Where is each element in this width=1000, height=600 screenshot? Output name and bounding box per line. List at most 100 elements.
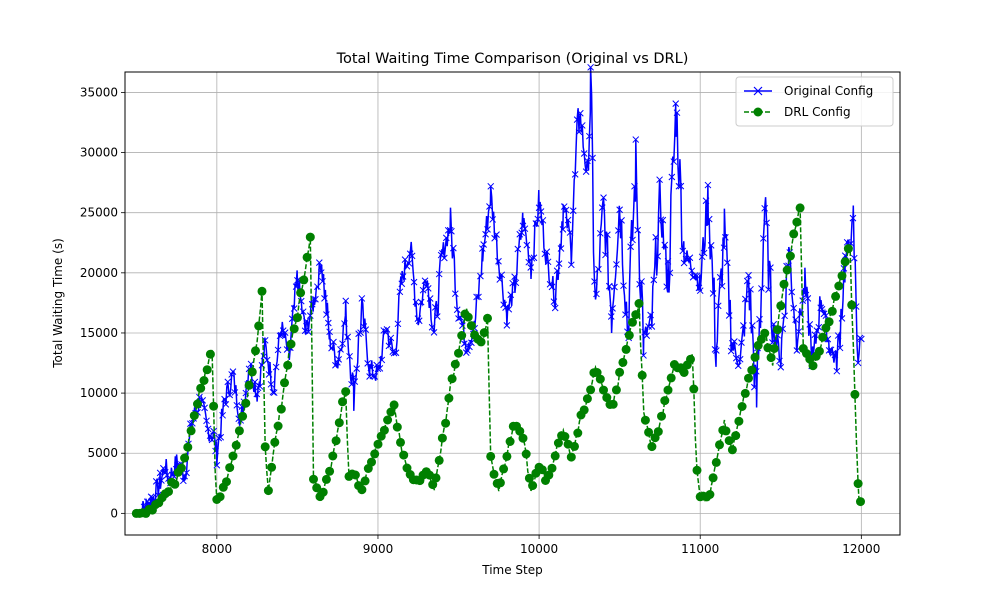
data-point-circle-marker xyxy=(428,480,438,490)
data-point-x-marker xyxy=(519,222,527,230)
data-point-x-marker xyxy=(661,241,669,249)
data-point-x-marker xyxy=(272,363,280,371)
data-point-x-marker xyxy=(143,498,151,506)
data-point-circle-marker xyxy=(708,473,718,483)
data-point-circle-marker xyxy=(721,426,731,436)
data-point-circle-marker xyxy=(447,374,457,384)
data-point-x-marker xyxy=(421,277,429,285)
data-point-circle-marker xyxy=(199,376,209,385)
data-point-x-marker xyxy=(806,321,814,328)
data-point-x-marker xyxy=(827,346,835,354)
data-point-x-marker xyxy=(369,372,377,380)
data-point-x-marker xyxy=(308,300,316,308)
data-point-circle-marker xyxy=(628,317,637,327)
data-point-x-marker xyxy=(263,356,271,364)
data-point-x-marker xyxy=(428,323,436,331)
data-point-x-marker xyxy=(487,182,495,190)
data-point-x-marker xyxy=(673,109,681,117)
data-point-circle-marker xyxy=(379,425,389,435)
data-point-circle-marker xyxy=(660,396,670,406)
data-point-circle-marker xyxy=(608,399,618,409)
data-point-x-marker xyxy=(605,282,613,290)
data-point-x-marker xyxy=(627,243,634,251)
data-point-circle-marker xyxy=(818,332,828,342)
data-point-x-marker xyxy=(231,389,239,396)
data-point-circle-marker xyxy=(202,365,212,375)
data-point-x-marker xyxy=(399,273,407,280)
data-point-x-marker xyxy=(435,270,443,278)
data-point-circle-marker xyxy=(679,368,689,377)
data-point-x-marker xyxy=(604,231,611,239)
data-point-x-marker xyxy=(589,154,596,162)
data-point-x-marker xyxy=(732,354,740,362)
data-point-x-marker xyxy=(725,312,733,319)
data-point-x-marker xyxy=(696,287,704,295)
data-point-x-marker xyxy=(256,383,264,390)
data-point-circle-marker xyxy=(689,384,699,394)
data-point-x-marker xyxy=(551,304,559,312)
data-point-circle-marker xyxy=(357,485,367,495)
data-point-x-marker xyxy=(332,361,339,369)
y-tick-label: 30000 xyxy=(80,146,118,160)
data-point-x-marker xyxy=(720,244,728,252)
x-tick-label: 9000 xyxy=(363,542,394,556)
data-point-circle-marker xyxy=(560,432,570,441)
data-point-x-marker xyxy=(493,231,500,238)
series-line xyxy=(135,67,862,515)
data-point-x-marker xyxy=(668,173,676,181)
data-point-x-marker xyxy=(638,278,645,285)
data-point-x-marker xyxy=(613,261,620,268)
data-point-x-marker xyxy=(326,328,333,336)
data-point-x-marker xyxy=(459,322,466,329)
data-point-circle-marker xyxy=(360,476,370,486)
data-point-circle-marker xyxy=(331,436,341,446)
data-point-x-marker xyxy=(317,269,325,276)
data-point-x-marker xyxy=(740,322,747,329)
data-point-x-marker xyxy=(857,335,865,343)
data-point-circle-marker xyxy=(521,449,531,459)
data-point-x-marker xyxy=(747,285,754,293)
data-point-x-marker xyxy=(405,259,413,267)
data-point-x-marker xyxy=(408,252,416,260)
data-point-x-marker xyxy=(424,285,432,292)
data-point-circle-marker xyxy=(653,427,663,437)
series-drl-config xyxy=(131,203,865,518)
data-point-x-marker xyxy=(473,293,480,301)
data-point-circle-marker xyxy=(466,321,476,331)
data-point-circle-marker xyxy=(711,457,721,467)
data-point-circle-marker xyxy=(283,360,293,370)
data-point-x-marker xyxy=(761,204,769,212)
data-point-circle-marker xyxy=(483,313,492,323)
data-point-x-marker xyxy=(357,329,364,336)
data-point-x-marker xyxy=(344,333,352,341)
data-point-x-marker xyxy=(544,258,552,266)
data-point-x-marker xyxy=(514,245,522,253)
data-point-x-marker xyxy=(702,197,710,205)
data-point-circle-marker xyxy=(550,451,560,461)
plot-frame xyxy=(124,71,901,536)
data-point-x-marker xyxy=(355,330,362,338)
data-point-circle-marker xyxy=(637,370,647,380)
data-point-x-marker xyxy=(215,434,223,442)
data-point-circle-marker xyxy=(615,367,625,377)
data-point-x-marker xyxy=(634,226,642,234)
data-point-circle-marker xyxy=(399,450,409,460)
y-tick-label: 5000 xyxy=(87,446,118,460)
data-point-x-marker xyxy=(849,214,857,222)
data-point-circle-marker xyxy=(321,474,331,484)
data-point-x-marker xyxy=(836,344,844,352)
data-point-circle-marker xyxy=(634,299,644,308)
data-point-circle-marker xyxy=(824,317,834,327)
data-point-x-marker xyxy=(335,356,343,363)
data-point-x-marker xyxy=(559,226,567,233)
data-point-circle-marker xyxy=(325,466,335,476)
data-point-x-marker xyxy=(831,351,839,359)
data-point-x-marker xyxy=(403,262,411,270)
data-point-x-marker xyxy=(299,308,307,316)
data-point-circle-marker xyxy=(618,357,628,367)
data-point-x-marker xyxy=(700,249,708,257)
data-point-circle-marker xyxy=(309,474,318,484)
data-point-circle-marker xyxy=(518,433,528,443)
data-point-x-marker xyxy=(511,273,518,281)
